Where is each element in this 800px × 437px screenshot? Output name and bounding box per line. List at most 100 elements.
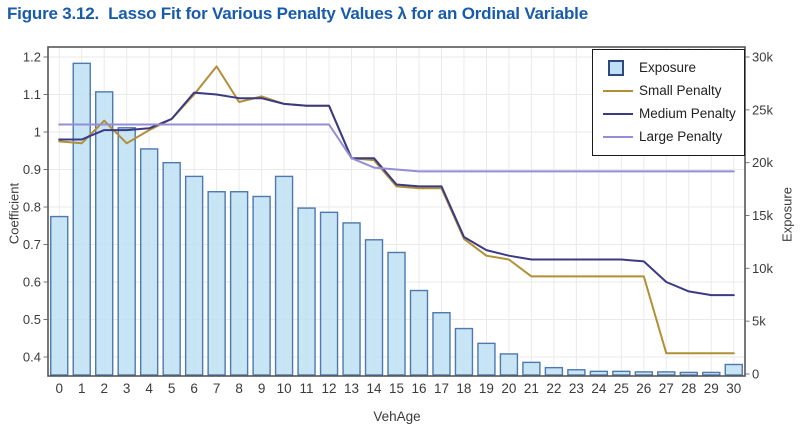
x-tick-label: 16 [411, 381, 426, 396]
y-left-tick-label: 0.6 [23, 275, 41, 290]
x-axis-label: VehAge [373, 409, 421, 424]
y-right-tick-label: 10k [752, 261, 773, 276]
y-left-tick-label: 0.4 [23, 350, 41, 365]
legend-item-large-penalty: Large Penalty [603, 125, 734, 148]
y-right-tick-label: 0 [752, 367, 759, 382]
y-right-tick-label: 30k [752, 50, 773, 65]
x-tick-label: 2 [100, 381, 108, 396]
x-tick-label: 13 [344, 381, 359, 396]
x-tick-label: 25 [614, 381, 629, 396]
x-tick-label: 11 [300, 381, 314, 396]
exposure-bar [342, 222, 361, 376]
y-left-tick-label: 0.8 [23, 200, 41, 215]
legend-square-swatch [603, 59, 639, 76]
exposure-bar [297, 207, 316, 376]
x-tick-label: 26 [636, 381, 651, 396]
legend-label: Small Penalty [639, 83, 722, 98]
exposure-bar [499, 353, 519, 376]
y-left-tick-label: 1.2 [23, 50, 41, 65]
legend-item-medium-penalty: Medium Penalty [603, 102, 736, 125]
exposure-bar [229, 191, 249, 376]
y-right-tick-label: 25k [752, 102, 773, 117]
exposure-bar [612, 370, 631, 376]
exposure-bar [634, 371, 654, 376]
x-tick-label: 8 [235, 381, 243, 396]
legend-item-exposure: Exposure [603, 56, 734, 79]
x-tick-label: 19 [479, 381, 494, 396]
x-tick-label: 4 [145, 381, 153, 396]
x-tick-label: 12 [322, 381, 337, 396]
exposure-bar [522, 361, 541, 376]
x-tick-label: 21 [524, 381, 539, 396]
exposure-bar [679, 371, 698, 376]
legend-item-small-penalty: Small Penalty [603, 79, 734, 102]
y-left-tick-label: 0.7 [23, 237, 41, 252]
x-tick-label: 17 [434, 381, 449, 396]
y-right-tick-label: 5k [752, 314, 766, 329]
x-tick-label: 23 [569, 381, 584, 396]
legend-label: Medium Penalty [639, 106, 736, 121]
exposure-bar [702, 371, 721, 376]
exposure-bar [95, 91, 114, 376]
exposure-bar [432, 312, 451, 376]
exposure-bar [454, 327, 474, 376]
exposure-bar [477, 342, 496, 376]
exposure-bar [319, 211, 339, 376]
exposure-bar [387, 251, 406, 376]
exposure-bar [544, 366, 564, 376]
x-tick-label: 5 [168, 381, 176, 396]
x-tick-label: 18 [456, 381, 471, 396]
x-tick-label: 24 [591, 381, 607, 396]
x-tick-label: 20 [501, 381, 516, 396]
x-tick-label: 0 [55, 381, 63, 396]
x-tick-label: 22 [546, 381, 561, 396]
exposure-bar [252, 195, 271, 376]
x-tick-label: 7 [213, 381, 221, 396]
x-tick-label: 3 [123, 381, 131, 396]
legend-line-swatch [603, 135, 639, 138]
plot-frame [47, 46, 746, 377]
exposure-bar [724, 363, 743, 376]
exposure-bar [50, 215, 69, 376]
legend-line-swatch [603, 89, 639, 92]
exposure-bar [117, 127, 136, 376]
y-left-tick-label: 1 [34, 125, 41, 140]
x-tick-label: 27 [659, 381, 674, 396]
large-penalty-line [58, 123, 735, 173]
exposure-bar [207, 191, 226, 376]
exposure-bar [162, 161, 181, 376]
y-right-tick-label: 15k [752, 208, 773, 223]
y-left-tick-label: 0.5 [23, 312, 41, 327]
x-tick-label: 28 [681, 381, 696, 396]
exposure-bar [589, 370, 609, 376]
exposure-bar [364, 239, 384, 376]
y-left-tick-label: 1.1 [23, 87, 41, 102]
x-tick-label: 6 [190, 381, 198, 396]
exposure-bar [184, 175, 204, 376]
exposure-bar [274, 175, 294, 376]
legend-line-swatch [603, 112, 639, 115]
x-tick-label: 29 [704, 381, 719, 396]
x-tick-label: 14 [367, 381, 383, 396]
medium-penalty-line [58, 91, 735, 297]
exposure-bar [72, 62, 91, 376]
legend-label: Exposure [639, 60, 697, 75]
x-tick-label: 30 [726, 381, 741, 396]
exposure-bar [409, 289, 429, 376]
right-axis-label: Exposure [779, 187, 795, 242]
y-left-tick-label: 0.9 [23, 162, 41, 177]
x-tick-label: 9 [258, 381, 266, 396]
x-tick-label: 10 [277, 381, 292, 396]
exposure-bar [567, 369, 586, 376]
y-right-tick-label: 20k [752, 155, 773, 170]
legend-label: Large Penalty [639, 129, 723, 144]
x-tick-label: 1 [78, 381, 86, 396]
exposure-bar [139, 148, 159, 376]
figure-title: Figure 3.12. Lasso Fit for Various Penal… [7, 4, 588, 23]
left-axis-label: Coefficient [6, 182, 22, 245]
legend-box: Exposure Small Penalty Medium Penalty Large… [592, 49, 745, 156]
x-tick-label: 15 [389, 381, 404, 396]
exposure-bar [657, 371, 676, 376]
